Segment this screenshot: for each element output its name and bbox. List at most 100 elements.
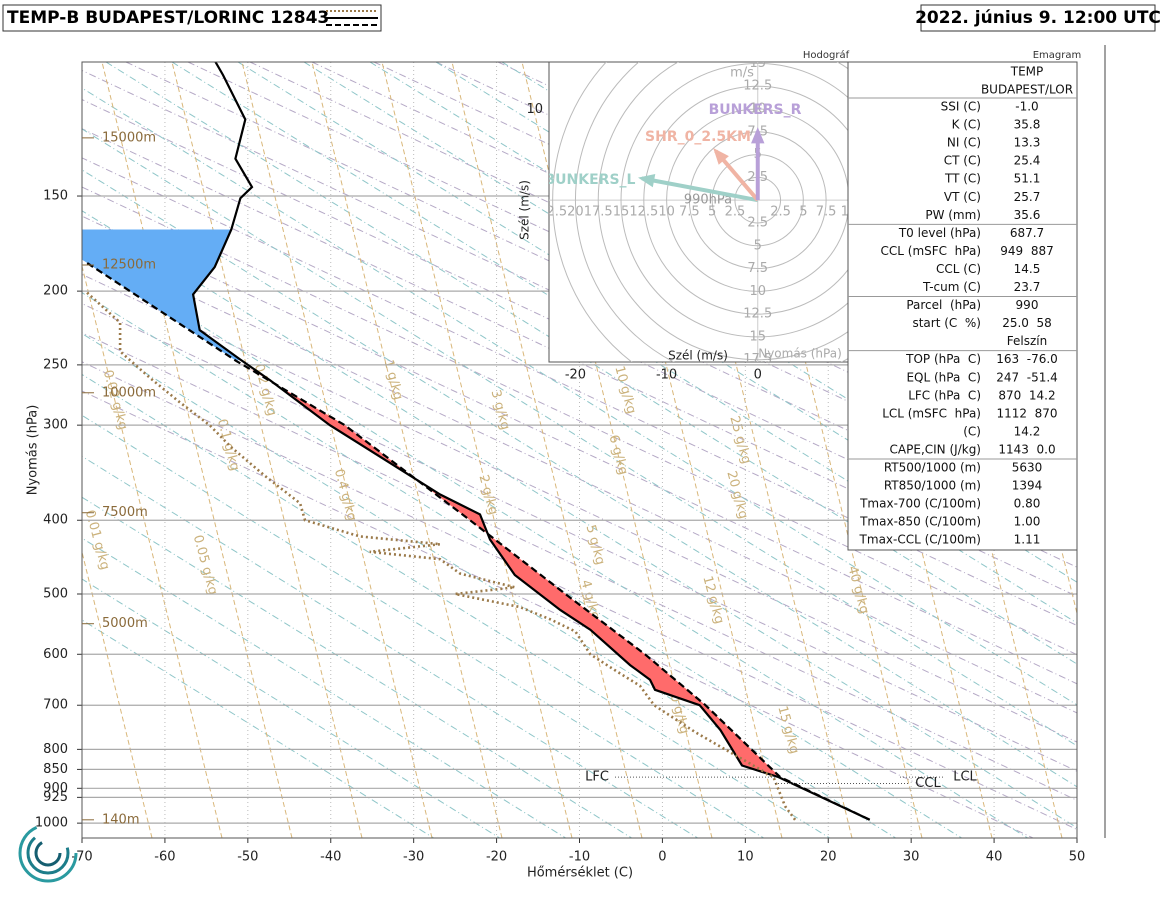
moist-adiabat — [1096, 62, 1160, 903]
stats-section: Felszín — [1007, 334, 1047, 348]
hodo-base: 990hPa — [684, 193, 732, 208]
hodo-ring-label: 12.5 — [629, 205, 658, 220]
stats-label: K (C) — [952, 118, 981, 132]
hodo-title: Hodográf — [803, 49, 850, 61]
x-axis-label: Hőmérséklet (C) — [527, 866, 633, 881]
mixing-ratio-line — [101, 62, 293, 838]
stats-value: 14.2 — [1014, 424, 1041, 438]
x-tick-label: -10 — [569, 850, 590, 865]
stats-label: T-cum (C) — [922, 280, 981, 294]
stats-value: 51.1 — [1014, 172, 1041, 186]
moist-adiabat — [82, 455, 699, 838]
stats-label: LFC (hPa C) — [908, 388, 981, 402]
stats-label: NI (C) — [947, 136, 981, 150]
hodo-inner: 2.52.52.52.555557.57.57.57.51010101012.5… — [549, 10, 858, 363]
x-tick-label: -30 — [403, 850, 424, 865]
x-tick-label: 30 — [903, 850, 920, 865]
hodo-ring-label: 12.5 — [743, 307, 772, 322]
stats-title: Emagram — [1033, 50, 1082, 61]
stats-label: Tmax-700 (C/100m) — [859, 497, 981, 511]
y-tick-label: 800 — [43, 742, 68, 757]
hodo-ring-label: 7.5 — [679, 205, 700, 220]
stats-label: SSI (C) — [941, 100, 981, 114]
hodo-ring-label: 5 — [799, 205, 807, 220]
level-label: LCL — [953, 770, 977, 785]
hodo-ring — [574, 62, 848, 362]
positive-area — [236, 360, 781, 778]
height-label: 10000m — [102, 385, 156, 400]
hodo-arrowhead — [638, 174, 656, 188]
height-label: 5000m — [102, 616, 148, 631]
stats-label: CCL (C) — [936, 262, 981, 276]
stats-label: EQL (hPa C) — [906, 370, 981, 384]
stats-value: 687.7 — [1010, 226, 1044, 240]
hodo-ring-label: 10 — [749, 102, 766, 117]
hodo-xlabel: Szél (m/s) — [668, 349, 728, 363]
profile-line — [84, 260, 871, 821]
hodo-ring-label: 2.5 — [725, 205, 746, 220]
hodo-arrowhead — [713, 148, 729, 165]
stats-value: 25.4 — [1014, 154, 1041, 168]
hodo-ring-label: 20 — [749, 10, 766, 25]
stats-label: Tmax-CCL (C/100m) — [859, 533, 981, 547]
x-tick-label: 50 — [1069, 850, 1086, 865]
stats-value: 1143 0.0 — [998, 442, 1055, 456]
moist-adiabat — [82, 537, 567, 838]
hodo-ring-label: 7.5 — [816, 205, 837, 220]
stats-header: TEMP — [1010, 65, 1044, 79]
level-label: LFC — [585, 770, 609, 785]
dry-adiabat — [82, 303, 1077, 772]
hodo-ylabel: Szél (m/s) — [518, 180, 532, 240]
stats-header: BUDAPEST/LOR — [981, 83, 1073, 97]
hodo-ring-label: 17.5 — [584, 205, 613, 220]
stats-value: 1112 870 — [996, 406, 1057, 420]
stats-value: 35.8 — [1014, 118, 1041, 132]
hodo-x-tick-label: 0 — [754, 368, 762, 383]
mixing-ratio-label: 20 g/kg — [723, 469, 750, 520]
level-label: CCL — [915, 776, 941, 791]
hodo-arrowhead — [751, 127, 765, 144]
hodo-ring-label: 15 — [613, 205, 630, 220]
hodo-x-tick-label: -10 — [656, 368, 677, 383]
stats-label: CCL (mSFC hPa) — [881, 244, 982, 258]
x-tick-label: -60 — [154, 850, 175, 865]
stats-label: Parcel (hPa) — [906, 298, 981, 312]
mixing-ratio-label: 25 g/kg — [726, 414, 753, 465]
hodo-ring-label: 10 — [841, 205, 858, 220]
x-tick-label: 10 — [737, 850, 754, 865]
dry-adiabat — [249, 62, 1077, 452]
stats-value: 1394 — [1012, 479, 1043, 493]
y-tick-label: 600 — [43, 647, 68, 662]
hodo-ring-label: 15 — [749, 56, 766, 71]
hodo-ring-label: 2.5 — [747, 215, 768, 230]
dry-adiabat — [1118, 62, 1160, 861]
height-label: 140m — [102, 812, 139, 827]
y-tick-label: 850 — [43, 762, 68, 777]
stats-value: 1.00 — [1014, 515, 1041, 529]
y-tick-label: 200 — [43, 284, 68, 299]
y-tick-label: 150 — [43, 189, 68, 204]
hodo-ring — [552, 62, 633, 362]
mixing-ratio-label: 6 g/kg — [605, 433, 630, 476]
mixing-ratio-line — [82, 550, 153, 838]
stats-label: RT850/1000 (m) — [884, 479, 981, 493]
mixing-ratio-line — [82, 835, 83, 838]
dry-adiabat — [82, 128, 1077, 597]
stats-label: Tmax-850 (C/100m) — [859, 515, 981, 529]
dry-adiabat — [82, 215, 1077, 685]
mixing-ratio-line — [171, 62, 363, 838]
hodo-ring-label: 5 — [708, 205, 716, 220]
mixing-ratio-label: 40 g/kg — [844, 564, 871, 615]
stats-value: 35.6 — [1014, 208, 1041, 222]
negative-area — [82, 229, 241, 361]
mixing-ratio-label: 0.05 g/kg — [190, 533, 220, 596]
mixing-ratio-line — [311, 62, 503, 838]
height-label: 15000m — [102, 130, 156, 145]
moist-adiabat — [82, 578, 501, 838]
mixing-ratio-line — [82, 264, 223, 838]
y-tick-label: 400 — [43, 513, 68, 528]
title: TEMP-B BUDAPEST/LORINC 12843 — [7, 8, 329, 28]
